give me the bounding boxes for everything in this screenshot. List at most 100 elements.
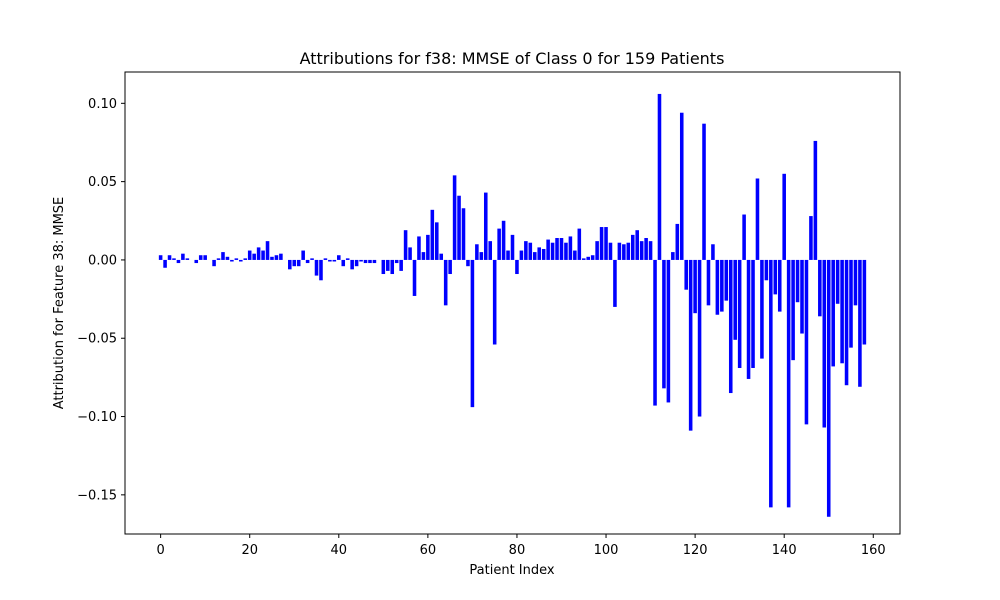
bar-patient-93: [573, 250, 577, 260]
bar-patient-128: [728, 259, 733, 394]
bar-patient-60: [426, 234, 430, 260]
bar-patient-81: [519, 250, 524, 260]
bar-patient-8: [194, 259, 199, 264]
bar-patient-26: [274, 255, 279, 260]
bar-patient-35: [314, 259, 319, 276]
bar-patient-2: [167, 255, 172, 260]
bar-patient-46: [363, 259, 368, 264]
bar-patient-118: [684, 259, 688, 290]
bar-patient-92: [568, 236, 573, 260]
bar-patient-138: [773, 259, 778, 295]
bar-patient-29: [288, 259, 292, 270]
bar-patient-157: [858, 259, 862, 387]
y-tick-label: 0.00: [88, 253, 117, 268]
bar-patient-44: [354, 259, 359, 267]
chart-title: Attributions for f38: MMSE of Class 0 fo…: [300, 49, 725, 68]
bar-patient-40: [337, 255, 341, 260]
bar-patient-133: [751, 259, 755, 368]
bar-patient-95: [581, 258, 586, 260]
bar-patient-3: [172, 258, 176, 260]
bar-patient-12: [212, 259, 216, 267]
bar-patient-51: [386, 259, 390, 271]
x-axis-label: Patient Index: [469, 563, 554, 578]
bar-patient-94: [577, 228, 582, 260]
bar-patient-141: [786, 259, 791, 508]
bar-patient-109: [644, 238, 648, 260]
bar-patient-52: [390, 259, 395, 275]
bar-patient-62: [435, 222, 439, 260]
bar-patient-85: [537, 247, 541, 260]
bar-patient-43: [350, 259, 354, 270]
bar-patient-147: [813, 140, 818, 260]
x-tick-label: 0: [156, 543, 164, 558]
bar-patient-143: [795, 259, 800, 303]
bar-patient-110: [648, 241, 653, 260]
x-tick-label: 40: [331, 543, 348, 558]
bar-patient-73: [483, 192, 488, 260]
bar-patient-6: [185, 258, 190, 260]
y-tick-label: 0.10: [88, 97, 117, 112]
bar-patient-27: [279, 253, 283, 260]
bar-patient-88: [550, 242, 555, 260]
bar-patient-83: [528, 242, 533, 260]
bar-patient-13: [216, 258, 221, 260]
bar-patient-149: [822, 259, 827, 428]
bar-patient-145: [804, 259, 809, 425]
bar-patient-135: [760, 259, 764, 359]
bar-patient-105: [626, 242, 631, 260]
bar-patient-114: [666, 259, 671, 403]
bar-patient-56: [408, 247, 412, 260]
bar-patient-33: [305, 259, 310, 264]
bar-patient-14: [221, 252, 225, 260]
bar-patient-57: [412, 259, 417, 296]
bar-patient-45: [359, 259, 363, 262]
bar-patient-151: [831, 259, 835, 367]
bar-patient-123: [706, 259, 711, 306]
y-axis-label: Attribution for Feature 38: MMSE: [52, 197, 67, 410]
bar-patient-148: [818, 259, 822, 317]
bar-patient-36: [319, 259, 323, 281]
bar-patient-122: [702, 123, 706, 260]
bar-patient-144: [800, 259, 804, 334]
bars-group: [158, 93, 867, 517]
bar-patient-115: [671, 252, 675, 260]
bar-patient-19: [243, 258, 248, 260]
x-tick-label: 160: [861, 543, 886, 558]
bar-patient-102: [613, 259, 617, 307]
bar-patient-86: [541, 248, 546, 260]
bar-patient-78: [506, 250, 510, 260]
bar-patient-53: [394, 259, 399, 264]
bar-patient-55: [403, 230, 408, 260]
bar-patient-75: [492, 259, 497, 345]
x-tick-label: 20: [241, 543, 258, 558]
bar-patient-66: [452, 175, 457, 260]
bar-patient-22: [256, 247, 261, 260]
bar-patient-132: [746, 259, 751, 379]
bar-patient-39: [332, 259, 337, 262]
bar-patient-100: [604, 227, 608, 260]
bar-patient-124: [711, 244, 715, 260]
bar-patient-134: [755, 178, 760, 260]
bar-patient-59: [421, 252, 426, 260]
bar-patient-113: [662, 259, 666, 389]
bar-patient-91: [564, 242, 568, 260]
bar-patient-96: [586, 256, 590, 260]
bar-patient-47: [368, 259, 372, 264]
bar-patient-58: [417, 236, 421, 260]
bar-patient-108: [639, 241, 644, 260]
bar-patient-17: [234, 258, 239, 260]
bar-patient-117: [679, 112, 684, 260]
bar-patient-5: [181, 253, 185, 260]
bar-patient-89: [555, 238, 559, 260]
bar-patient-103: [617, 242, 622, 260]
bar-patient-142: [791, 259, 795, 361]
bar-patient-137: [769, 259, 773, 508]
bar-patient-32: [301, 250, 305, 260]
bar-patient-54: [399, 259, 403, 271]
bar-patient-4: [176, 259, 181, 264]
bar-patient-42: [345, 258, 350, 260]
bar-patient-112: [657, 93, 662, 260]
bar-patient-21: [252, 253, 256, 260]
bar-patient-127: [724, 259, 729, 301]
